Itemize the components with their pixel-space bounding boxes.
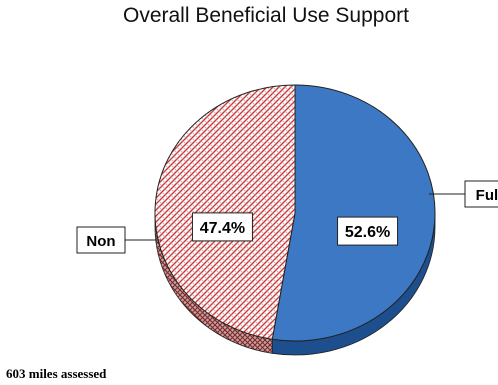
footnote: 603 miles assessed xyxy=(6,366,107,381)
chart-title: Overall Beneficial Use Support xyxy=(123,4,409,27)
value-label-box-non xyxy=(191,212,253,242)
category-label-full: Full xyxy=(476,187,498,204)
value-label-full: 52.6% xyxy=(345,224,390,241)
value-label-non: 47.4% xyxy=(200,220,245,237)
pie-slice-full xyxy=(271,84,436,342)
category-label-box-non xyxy=(76,226,126,254)
category-label-box-full xyxy=(464,180,498,208)
category-label-non: Non xyxy=(86,233,115,250)
value-label-box-full xyxy=(337,216,399,246)
pie-slice-non xyxy=(154,84,296,340)
